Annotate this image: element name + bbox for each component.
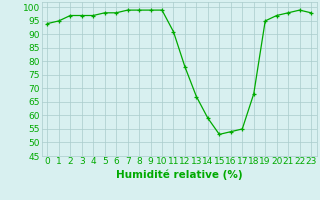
X-axis label: Humidité relative (%): Humidité relative (%) [116, 169, 243, 180]
